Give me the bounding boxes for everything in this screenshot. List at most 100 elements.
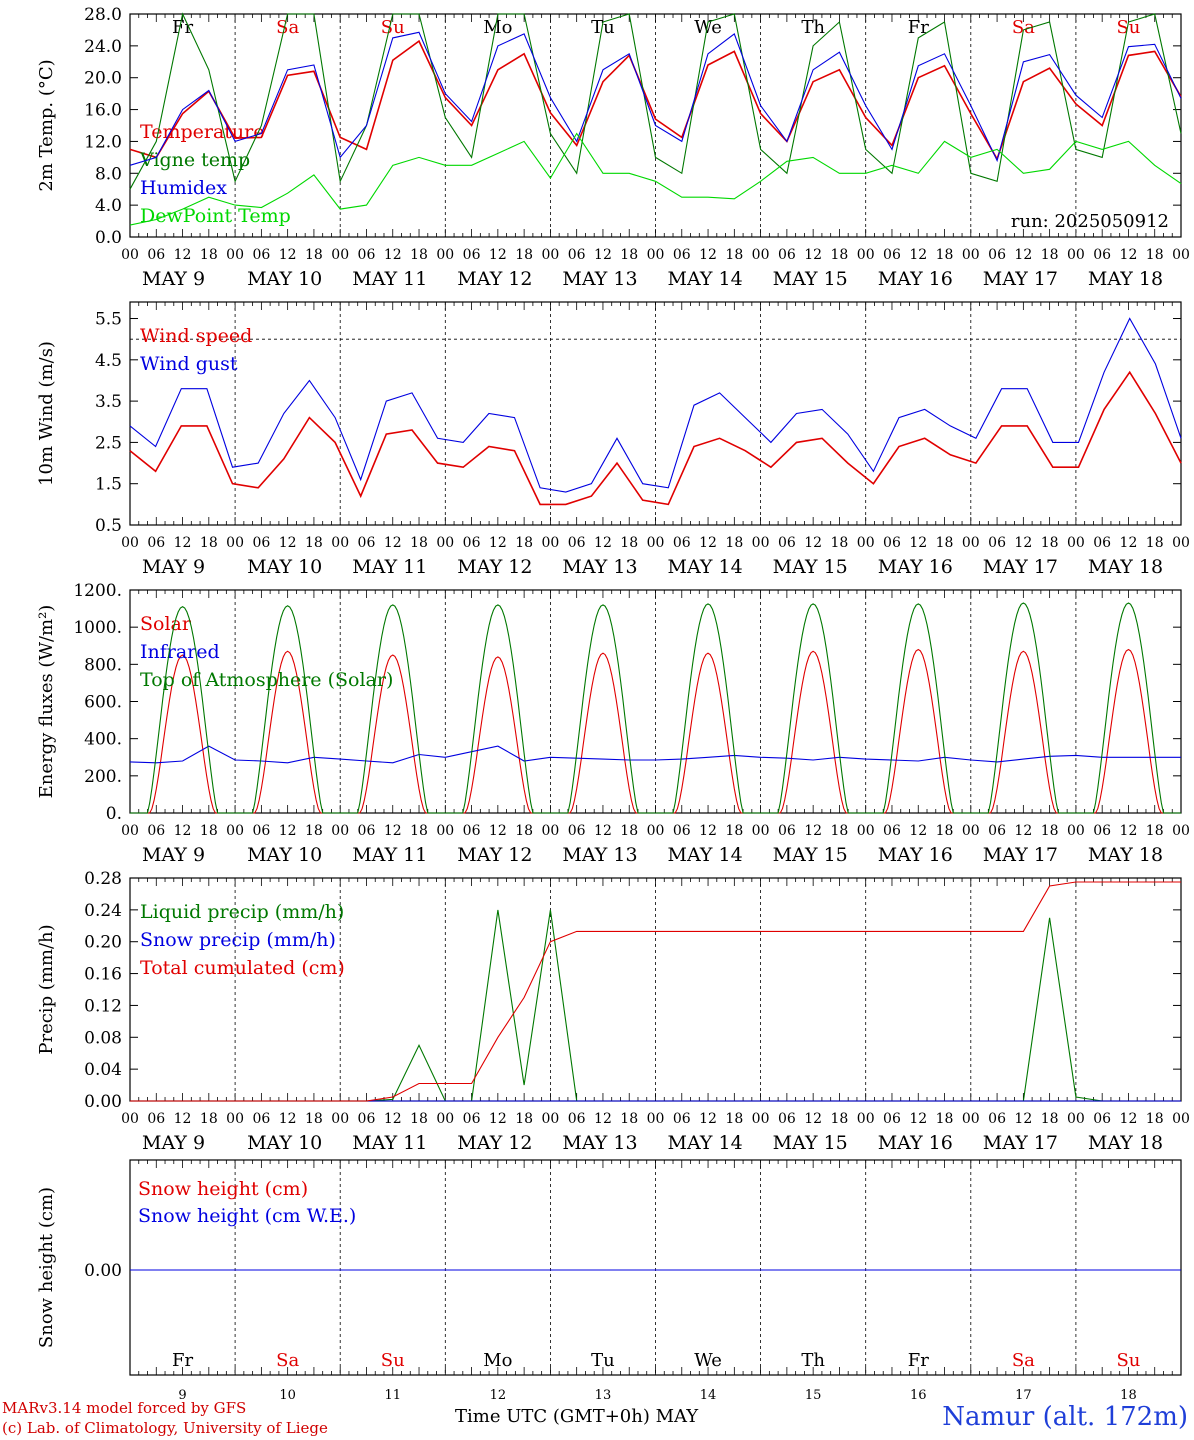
hour-label: 18 [200, 823, 218, 839]
hour-label: 12 [279, 247, 297, 263]
hour-label: 00 [962, 247, 980, 263]
series-line-infrared [129, 745, 1181, 764]
hour-label: 06 [778, 247, 796, 263]
legend-entry: DewPoint Temp [140, 205, 291, 227]
y-tick-label: 400. [84, 730, 122, 750]
hour-label: 06 [147, 823, 165, 839]
hour-label: 06 [778, 535, 796, 551]
hour-label: 12 [489, 823, 507, 839]
hour-label: 18 [515, 247, 533, 263]
hour-label: 18 [200, 1111, 218, 1127]
hour-label: 00 [121, 823, 139, 839]
y-tick-label: 0.16 [84, 965, 122, 985]
hour-label: 06 [252, 535, 270, 551]
hour-label: 00 [962, 535, 980, 551]
hour-label: 18 [515, 535, 533, 551]
hour-label: 18 [725, 823, 743, 839]
weekday-label: Fr [172, 17, 193, 38]
y-tick-label: 1000. [73, 618, 122, 638]
weekday-label: Fr [908, 1350, 929, 1371]
date-label: MAY 16 [878, 844, 953, 866]
hour-label: 12 [699, 1111, 717, 1127]
hour-label: 06 [568, 247, 586, 263]
hour-label: 00 [1067, 1111, 1085, 1127]
date-label: MAY 13 [562, 1132, 637, 1154]
y-tick-label: 1.5 [95, 475, 122, 495]
date-label: MAY 13 [562, 268, 637, 290]
hour-label: 12 [1120, 823, 1138, 839]
hour-label: 00 [226, 247, 244, 263]
series-line-wind-gust [129, 317, 1182, 493]
date-label: MAY 9 [142, 844, 205, 866]
hour-label: 18 [410, 247, 428, 263]
hour-label: 12 [1120, 247, 1138, 263]
y-tick-label: 800. [84, 655, 122, 675]
series-line-vigne-temp [129, 12, 1182, 190]
panel-3: 0. 200. 400. 600. 800. 1000. 1200. Energy fluxe… [36, 581, 1190, 866]
y-tick-label: 1200. [73, 581, 122, 601]
weekday-label: Su [381, 17, 405, 38]
hour-label: 00 [1172, 247, 1190, 263]
hour-label: 12 [1120, 535, 1138, 551]
hour-label: 00 [857, 1111, 875, 1127]
hour-label: 12 [1014, 247, 1032, 263]
hour-label: 06 [1093, 1111, 1111, 1127]
y-tick-label: 0.20 [84, 933, 122, 953]
hour-label: 12 [909, 1111, 927, 1127]
hour-label: 06 [252, 823, 270, 839]
date-label: MAY 10 [247, 844, 322, 866]
date-label: MAY 9 [142, 556, 205, 578]
hour-label: 00 [647, 1111, 665, 1127]
hour-label: 00 [121, 1111, 139, 1127]
hour-label: 12 [594, 535, 612, 551]
hour-label: 00 [121, 535, 139, 551]
hour-label: 18 [936, 823, 954, 839]
hour-label: 18 [515, 1111, 533, 1127]
hour-label: 00 [436, 247, 454, 263]
day-number-label: 15 [805, 1388, 822, 1400]
hour-label: 18 [1146, 823, 1164, 839]
date-label: MAY 11 [352, 844, 427, 866]
day-number-label: 17 [1015, 1388, 1032, 1400]
hour-label: 18 [725, 247, 743, 263]
hour-label: 12 [1014, 1111, 1032, 1127]
weekday-label: Su [1116, 17, 1140, 38]
hour-label: 12 [804, 823, 822, 839]
hour-label: 18 [1041, 1111, 1059, 1127]
hour-label: 18 [831, 1111, 849, 1127]
hour-label: 12 [279, 1111, 297, 1127]
y-tick-label: 4.0 [95, 196, 122, 216]
hour-label: 12 [384, 823, 402, 839]
date-label: MAY 16 [878, 556, 953, 578]
weekday-label: Sa [1012, 17, 1035, 38]
y-tick-label: 0.0 [95, 228, 122, 248]
hour-label: 18 [936, 247, 954, 263]
hour-label: 12 [699, 823, 717, 839]
panel-5: 0.00 Snow height (cm) Fr 9 Sa 10 Su 11 Mo 12 Tu 13 W… [36, 1159, 1182, 1403]
y-tick-label: 2.5 [95, 433, 122, 453]
station-label: Namur (alt. 172m) [942, 1402, 1188, 1432]
hour-label: 06 [673, 247, 691, 263]
hour-label: 00 [752, 535, 770, 551]
hour-label: 12 [174, 823, 192, 839]
hour-label: 00 [962, 1111, 980, 1127]
legend-entry: Total cumulated (cm) [140, 957, 345, 979]
series-line-total-cumulated-cm- [130, 881, 1181, 1102]
hour-label: 06 [673, 535, 691, 551]
hour-label: 06 [147, 535, 165, 551]
legend-entry: Top of Atmosphere (Solar) [140, 669, 393, 691]
hour-label: 12 [804, 535, 822, 551]
hour-label: 12 [384, 1111, 402, 1127]
hour-label: 18 [410, 535, 428, 551]
hour-label: 12 [804, 247, 822, 263]
legend-entry: Wind gust [140, 353, 238, 375]
hour-label: 12 [279, 535, 297, 551]
hour-label: 06 [147, 247, 165, 263]
y-tick-label: 0.00 [84, 1261, 122, 1281]
date-label: MAY 17 [983, 844, 1058, 866]
hour-label: 06 [463, 247, 481, 263]
hour-label: 18 [305, 1111, 323, 1127]
day-number-label: 12 [490, 1388, 507, 1400]
hour-label: 06 [568, 823, 586, 839]
